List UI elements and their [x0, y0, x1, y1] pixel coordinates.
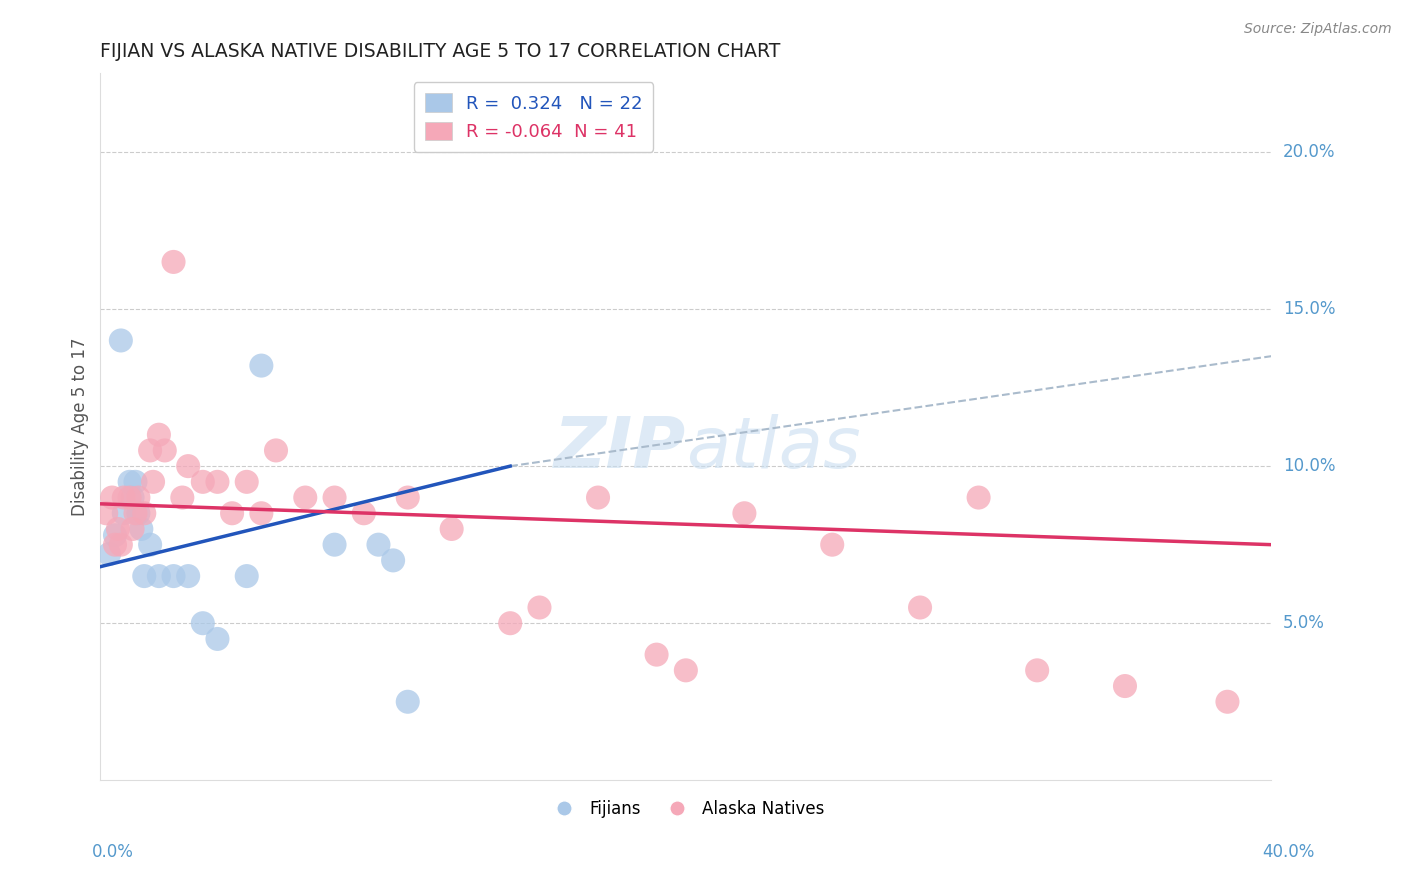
Point	[207, 475, 229, 489]
Point	[112, 491, 135, 505]
Point	[127, 491, 149, 505]
Point	[107, 522, 129, 536]
Point	[250, 506, 273, 520]
Point	[134, 569, 156, 583]
Point	[235, 475, 257, 489]
Point	[127, 506, 149, 520]
Point	[98, 547, 121, 561]
Text: ZIP: ZIP	[554, 414, 686, 483]
Text: FIJIAN VS ALASKA NATIVE DISABILITY AGE 5 TO 17 CORRELATION CHART: FIJIAN VS ALASKA NATIVE DISABILITY AGE 5…	[100, 42, 780, 61]
Point	[967, 491, 990, 505]
Point	[382, 553, 405, 567]
Point	[323, 491, 346, 505]
Point	[207, 632, 229, 646]
Point	[733, 506, 755, 520]
Point	[153, 443, 176, 458]
Point	[139, 443, 162, 458]
Point	[148, 427, 170, 442]
Point	[675, 664, 697, 678]
Point	[118, 491, 141, 505]
Point	[1026, 664, 1049, 678]
Point	[148, 569, 170, 583]
Point	[294, 491, 316, 505]
Point	[499, 616, 522, 631]
Point	[645, 648, 668, 662]
Point	[264, 443, 287, 458]
Point	[162, 569, 184, 583]
Point	[96, 506, 118, 520]
Point	[110, 538, 132, 552]
Point	[172, 491, 194, 505]
Point	[353, 506, 375, 520]
Point	[323, 538, 346, 552]
Point	[124, 506, 146, 520]
Point	[821, 538, 844, 552]
Point	[177, 459, 200, 474]
Point	[101, 491, 124, 505]
Text: 0.0%: 0.0%	[91, 843, 134, 861]
Text: Source: ZipAtlas.com: Source: ZipAtlas.com	[1244, 22, 1392, 37]
Point	[396, 491, 419, 505]
Point	[367, 538, 389, 552]
Point	[396, 695, 419, 709]
Point	[221, 506, 243, 520]
Y-axis label: Disability Age 5 to 17: Disability Age 5 to 17	[72, 337, 89, 516]
Point	[235, 569, 257, 583]
Point	[134, 506, 156, 520]
Point	[250, 359, 273, 373]
Point	[139, 538, 162, 552]
Point	[131, 522, 153, 536]
Text: 5.0%: 5.0%	[1284, 615, 1324, 632]
Point	[118, 475, 141, 489]
Point	[177, 569, 200, 583]
Point	[142, 475, 165, 489]
Point	[908, 600, 931, 615]
Point	[1216, 695, 1239, 709]
Text: 20.0%: 20.0%	[1284, 143, 1336, 161]
Point	[112, 506, 135, 520]
Point	[121, 491, 143, 505]
Point	[191, 475, 214, 489]
Point	[529, 600, 551, 615]
Point	[104, 528, 127, 542]
Point	[110, 334, 132, 348]
Point	[124, 475, 146, 489]
Point	[191, 616, 214, 631]
Point	[440, 522, 463, 536]
Text: atlas: atlas	[686, 414, 860, 483]
Point	[1114, 679, 1136, 693]
Legend: Fijians, Alaska Natives: Fijians, Alaska Natives	[540, 794, 831, 825]
Text: 40.0%: 40.0%	[1263, 843, 1315, 861]
Point	[104, 538, 127, 552]
Text: 10.0%: 10.0%	[1284, 457, 1336, 475]
Point	[586, 491, 609, 505]
Point	[121, 522, 143, 536]
Point	[162, 255, 184, 269]
Text: 15.0%: 15.0%	[1284, 300, 1336, 318]
